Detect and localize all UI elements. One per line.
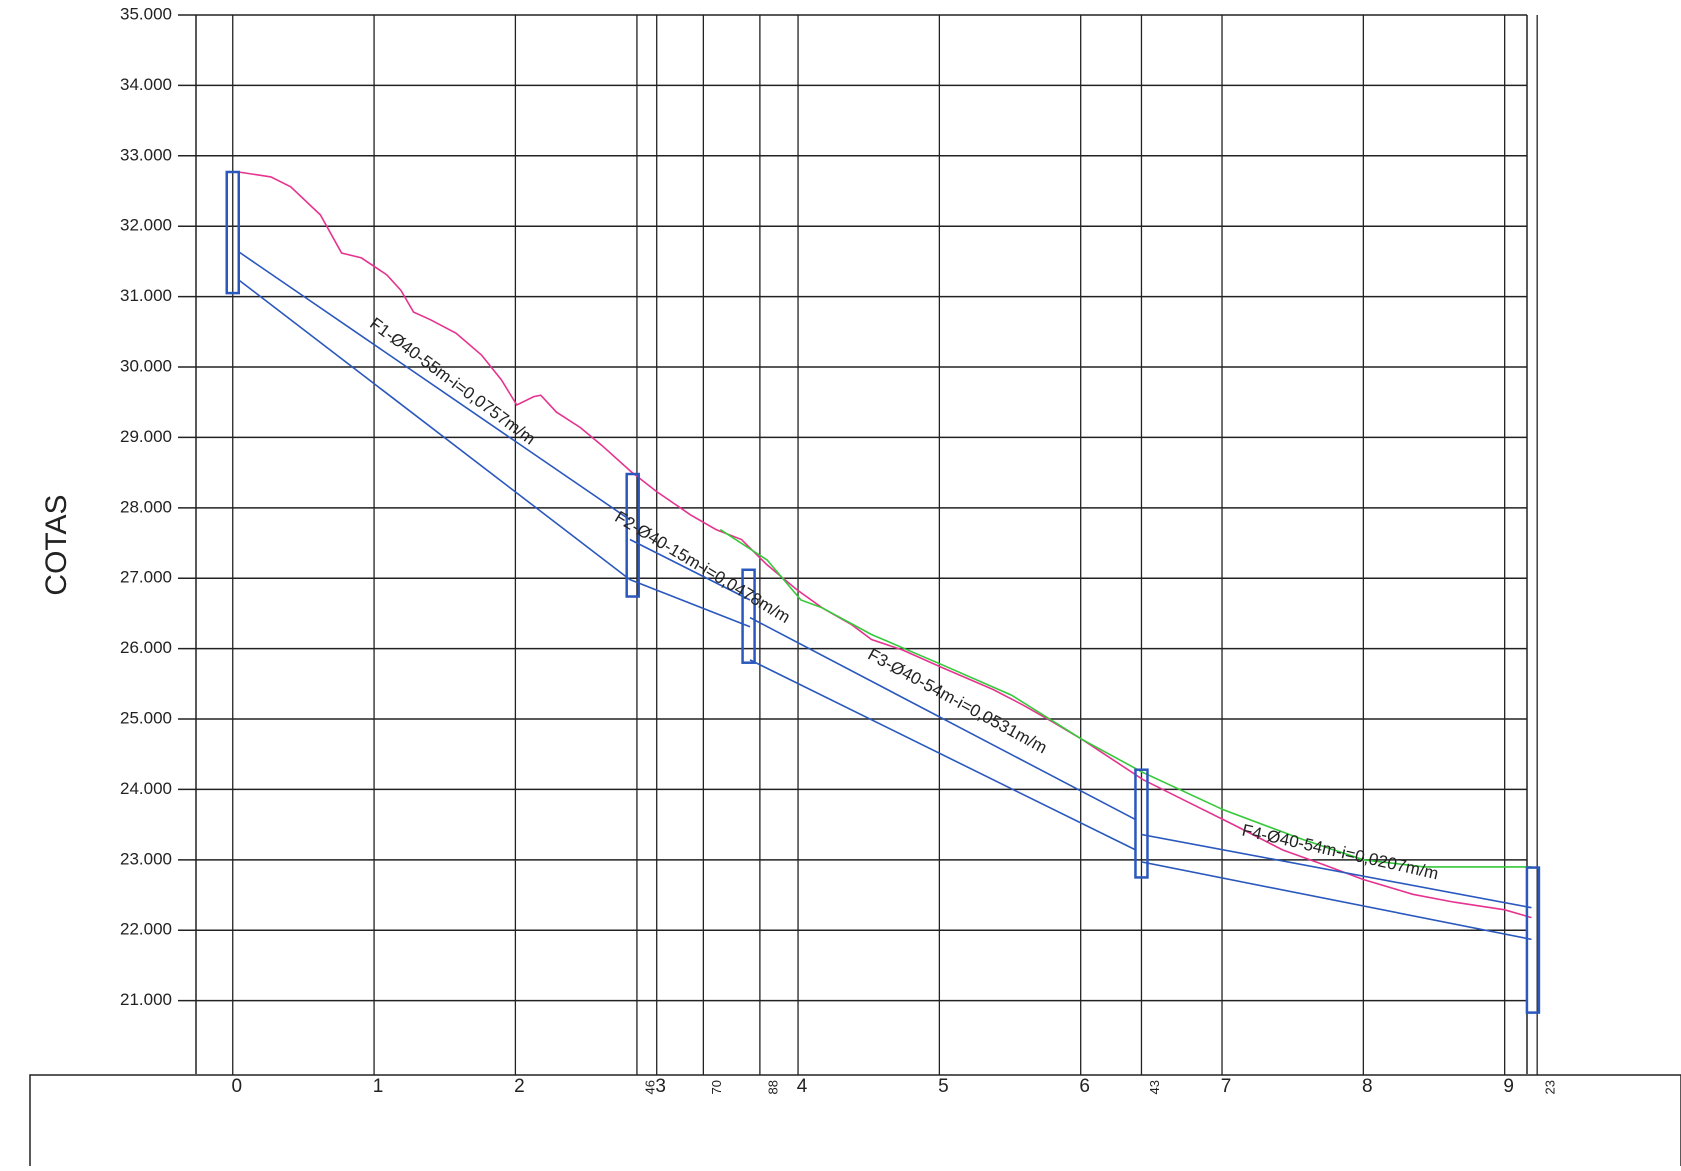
manhole <box>1134 768 1149 879</box>
x-tick-label: 1 <box>373 1076 384 1097</box>
pipe-annotation: F1-Ø40-55m-i=0,0757m/m <box>366 314 539 449</box>
profile-line <box>1141 833 1532 909</box>
profile-line <box>237 250 631 521</box>
x-tick-label: 7 <box>1221 1076 1232 1097</box>
y-tick-label: 27.000 <box>120 568 172 587</box>
profile-line <box>238 171 1532 919</box>
x-tick-label: 5 <box>938 1076 949 1097</box>
x-tick-label: 0 <box>231 1076 242 1097</box>
station-label: 23 <box>1543 1080 1558 1094</box>
profile-line <box>1141 861 1532 941</box>
x-tick-label: 6 <box>1079 1076 1090 1097</box>
station-label: 70 <box>709 1080 724 1094</box>
y-tick-label: 31.000 <box>120 286 172 305</box>
x-tick-label: 8 <box>1362 1076 1373 1097</box>
manhole <box>625 472 640 598</box>
y-tick-label: 35.000 <box>120 4 172 23</box>
y-tick-label: 22.000 <box>120 920 172 939</box>
profile-line <box>719 528 1532 868</box>
manhole <box>741 568 756 664</box>
pipe-annotation: F4-Ø40-54m-i=0,0207m/m <box>1240 821 1440 884</box>
profile-line <box>749 616 1137 821</box>
y-axis-label: COTAS <box>40 494 73 595</box>
x-tick-label: 2 <box>514 1076 525 1097</box>
y-tick-label: 33.000 <box>120 145 172 164</box>
y-tick-label: 25.000 <box>120 709 172 728</box>
profile-line <box>629 538 751 601</box>
manhole <box>1525 866 1541 1014</box>
y-tick-label: 30.000 <box>120 356 172 375</box>
y-tick-label: 24.000 <box>120 779 172 798</box>
station-label: 46 <box>642 1080 657 1094</box>
y-tick-label: 23.000 <box>120 849 172 868</box>
station-label: 43 <box>1147 1080 1162 1094</box>
y-tick-label: 26.000 <box>120 638 172 657</box>
station-label: 88 <box>765 1080 780 1094</box>
y-tick-label: 21.000 <box>120 990 172 1009</box>
y-tick-label: 34.000 <box>120 75 172 94</box>
profile-line <box>237 279 631 581</box>
manhole <box>225 170 240 295</box>
profile-line <box>749 659 1137 851</box>
y-tick-label: 28.000 <box>120 497 172 516</box>
x-tick-label: 4 <box>797 1076 808 1097</box>
x-tick-label: 3 <box>655 1076 666 1097</box>
x-tick-label: 9 <box>1503 1076 1514 1097</box>
profile-line <box>629 578 751 628</box>
station-table <box>29 1074 1681 1171</box>
y-tick-label: 29.000 <box>120 427 172 446</box>
y-tick-label: 32.000 <box>120 216 172 235</box>
